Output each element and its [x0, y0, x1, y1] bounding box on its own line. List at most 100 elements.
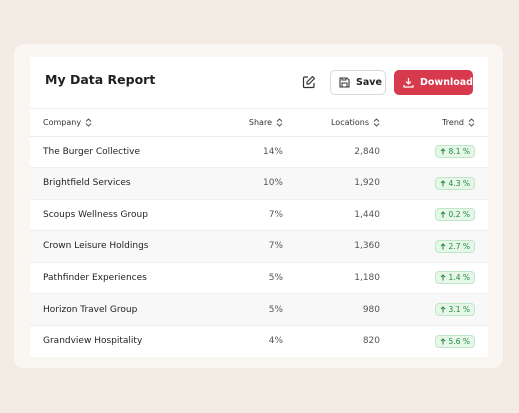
trend-badge: 3.1 %	[434, 303, 475, 316]
table-cell: Grandview Hospitality	[43, 326, 142, 357]
share-value: 4%	[268, 336, 283, 347]
table-row: Crown Leisure Holdings 7% 1,360 2.7 %	[30, 230, 488, 263]
trend-value: 2.7 %	[448, 241, 470, 251]
table-cell: 1,360	[354, 231, 380, 262]
table-cell: Scoups Wellness Group	[43, 199, 148, 230]
sort-icon	[276, 118, 283, 127]
table-cell: 820	[363, 326, 380, 357]
up-arrow	[440, 243, 445, 250]
table-cell: 7%	[269, 199, 283, 230]
company-name: Grandview Hospitality	[43, 336, 143, 347]
save-label: Save	[356, 77, 382, 88]
table-cell: Horizon Travel Group	[43, 294, 137, 325]
table-cell: 5%	[269, 262, 283, 293]
table-cell: 3.1 %	[434, 294, 475, 325]
company-name: Brightfield Services	[43, 178, 131, 189]
report-title: My Data Report	[45, 72, 156, 87]
table-cell: 10%	[263, 168, 283, 199]
sort-icon	[373, 118, 380, 127]
up-arrow	[440, 274, 445, 281]
table-cell: Crown Leisure Holdings	[43, 231, 149, 262]
table-row: Grandview Hospitality 4% 820 5.6 %	[30, 326, 488, 357]
column-header[interactable]: Share	[249, 109, 283, 136]
share-value: 5%	[268, 304, 283, 315]
column-label: Locations	[330, 118, 369, 127]
table-cell: 2,840	[354, 136, 380, 167]
table-row: The Burger Collective 14% 2,840 8.1 %	[30, 136, 488, 168]
up-arrow	[440, 179, 445, 187]
table-cell: 2.7 %	[434, 231, 475, 262]
trend-value: 0.2 %	[448, 210, 470, 220]
edit-icon[interactable]	[302, 75, 316, 89]
column-header[interactable]: Trend	[442, 109, 475, 136]
save-icon	[339, 77, 350, 88]
table-cell: 4.3 %	[434, 168, 475, 199]
table-row: Brightfield Services 10% 1,920 4.3 %	[30, 167, 488, 200]
share-value: 10%	[262, 178, 283, 189]
locations-value: 1,920	[354, 178, 380, 189]
table-cell: 5.6 %	[434, 326, 475, 357]
locations-value: 1,360	[354, 241, 380, 252]
company-name: Scoups Wellness Group	[43, 209, 148, 220]
table-header: Company Share Locations Trend	[30, 108, 488, 137]
column-header[interactable]: Company	[43, 109, 92, 136]
trend-badge: 0.2 %	[434, 208, 475, 222]
table-cell: 1,180	[354, 262, 380, 293]
column-label: Trend	[442, 118, 464, 127]
report-panel: My Data Report Save Download Company Shar…	[30, 57, 488, 357]
table-cell: 8.1 %	[434, 136, 475, 167]
company-name: The Burger Collective	[43, 146, 141, 157]
column-header[interactable]: Locations	[331, 109, 380, 136]
download-icon	[403, 78, 414, 88]
company-name: Pathfinder Experiences	[43, 272, 147, 283]
trend-value: 4.3 %	[448, 178, 470, 188]
locations-value: 980	[362, 304, 380, 315]
table-cell: 4%	[269, 326, 283, 357]
locations-value: 1,440	[354, 209, 380, 220]
company-name: Horizon Travel Group	[43, 304, 138, 315]
up-arrow	[440, 211, 445, 218]
download-button[interactable]: Download	[394, 70, 473, 95]
column-label: Company	[43, 118, 82, 127]
trend-value: 3.1 %	[448, 305, 470, 314]
trend-badge: 4.3 %	[434, 176, 475, 190]
trend-badge: 5.6 %	[434, 334, 475, 348]
trend-value: 8.1 %	[448, 147, 470, 156]
share-value: 14%	[262, 146, 283, 157]
trend-badge: 2.7 %	[434, 239, 475, 253]
locations-value: 820	[362, 336, 380, 347]
table-row: Scoups Wellness Group 7% 1,440 0.2 %	[30, 199, 488, 232]
sort-icon	[85, 118, 92, 127]
up-arrow	[440, 306, 445, 313]
trend-value: 1.4 %	[448, 273, 470, 283]
trend-badge: 8.1 %	[434, 145, 475, 158]
table-cell: 7%	[269, 231, 283, 262]
share-value: 5%	[268, 272, 283, 283]
trend-value: 5.6 %	[448, 336, 470, 346]
table-row: Horizon Travel Group 5% 980 3.1 %	[30, 294, 488, 326]
table-cell: 1.4 %	[434, 262, 475, 293]
table-cell: 1,920	[354, 168, 380, 199]
share-value: 7%	[268, 209, 283, 220]
table-cell: The Burger Collective	[43, 136, 140, 167]
table-cell: 5%	[269, 294, 283, 325]
locations-value: 2,840	[354, 146, 380, 157]
column-label: Share	[248, 118, 272, 127]
save-button[interactable]: Save	[330, 70, 386, 95]
download-label: Download	[420, 77, 473, 88]
table-cell: 1,440	[354, 199, 380, 230]
table-cell: Pathfinder Experiences	[43, 262, 147, 293]
trend-badge: 1.4 %	[434, 271, 475, 285]
table-row: Pathfinder Experiences 5% 1,180 1.4 %	[30, 262, 488, 295]
up-arrow	[440, 148, 445, 155]
table-cell: 980	[363, 294, 380, 325]
sort-icon	[468, 118, 475, 127]
table-cell: Brightfield Services	[43, 168, 131, 199]
share-value: 7%	[268, 241, 283, 252]
table-cell: 14%	[263, 136, 283, 167]
company-name: Crown Leisure Holdings	[43, 241, 149, 252]
table-cell: 0.2 %	[434, 199, 475, 230]
locations-value: 1,180	[354, 272, 380, 283]
up-arrow	[440, 337, 445, 345]
